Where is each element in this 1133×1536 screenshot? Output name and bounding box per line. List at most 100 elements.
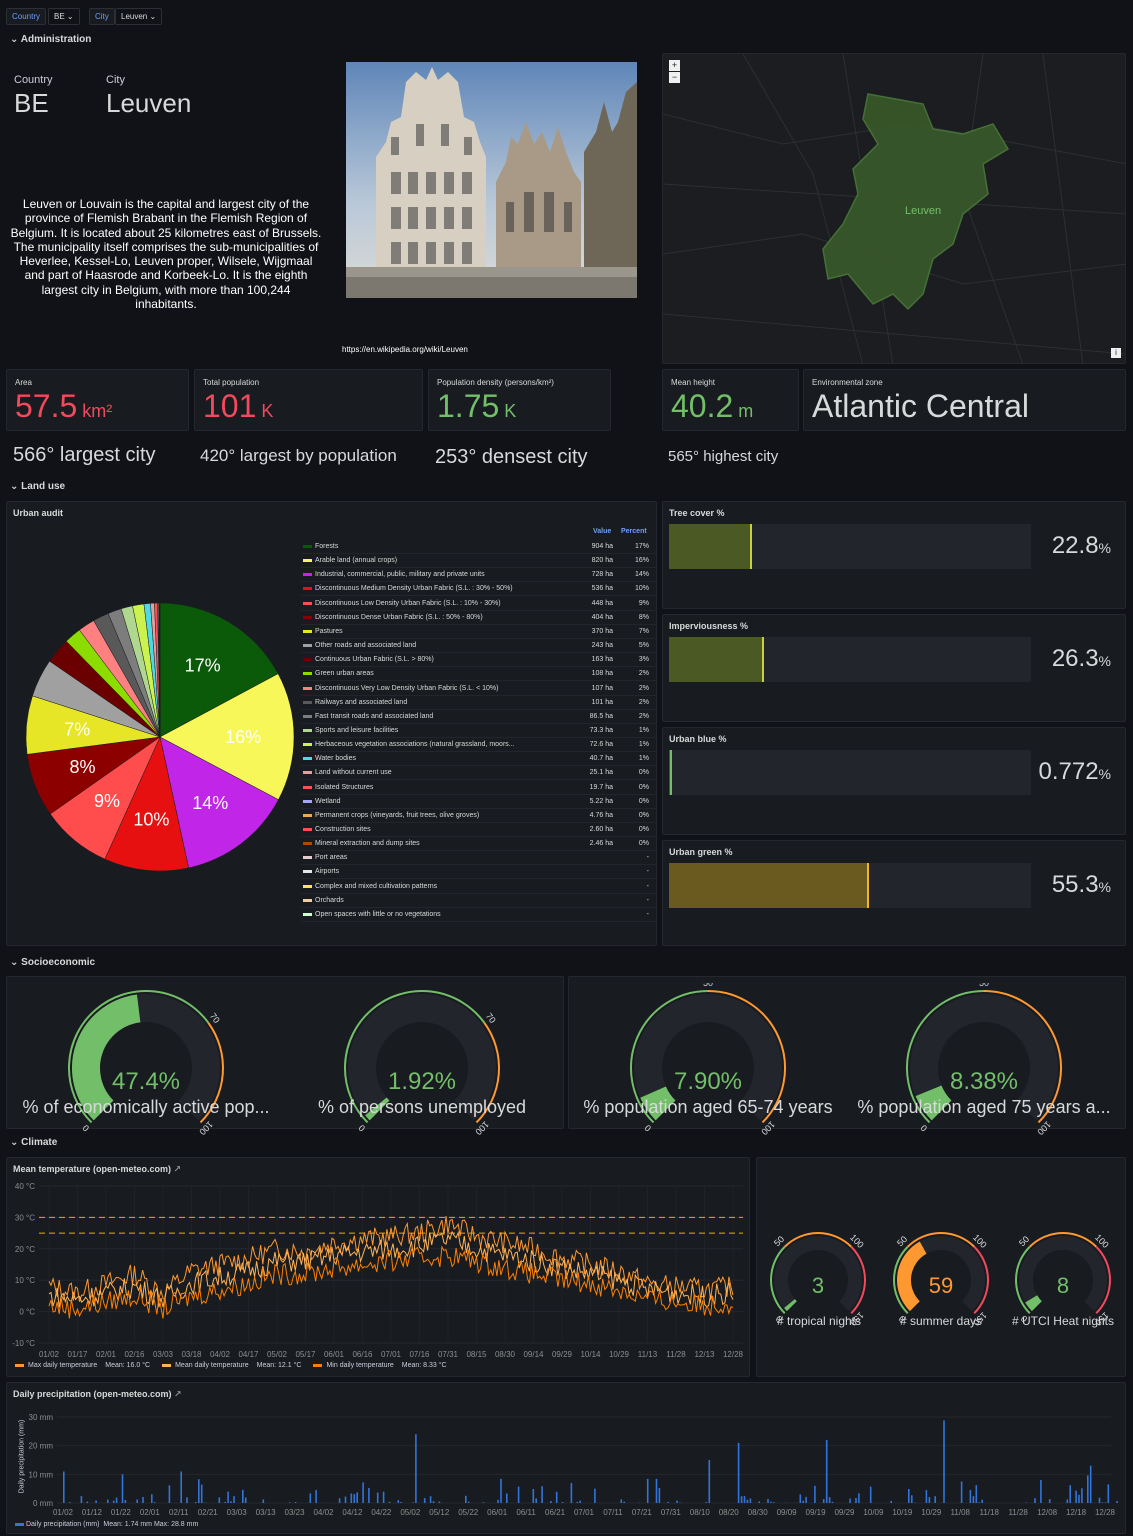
precipitation-bar[interactable] (858, 1493, 860, 1503)
precipitation-bar[interactable] (658, 1488, 661, 1503)
precipitation-bar[interactable] (63, 1471, 65, 1504)
pie-slice[interactable] (159, 602, 279, 738)
legend-row[interactable]: Permanent crops (vineyards, fruit trees,… (301, 809, 657, 823)
legend-row[interactable]: Airports - (301, 865, 657, 880)
legend-row[interactable]: Complex and mixed cultivation patterns - (301, 880, 657, 894)
precipitation-bar[interactable] (746, 1499, 749, 1503)
pie-slice[interactable] (159, 673, 295, 801)
precipitation-bar[interactable] (154, 1502, 156, 1503)
row-climate[interactable]: ⌄ Climate (10, 1137, 58, 1148)
precipitation-bar[interactable] (805, 1496, 807, 1503)
precipitation-bar[interactable] (579, 1500, 581, 1503)
temperature-legend-item[interactable]: Min daily temperature Mean: 8.33 °C (313, 1362, 447, 1369)
legend-row[interactable]: Continuous Urban Fabric (S.L. > 80%) 163 … (301, 653, 657, 668)
legend-row[interactable]: Discontinuous Very Low Density Urban Fab… (301, 682, 657, 696)
precipitation-bar[interactable] (799, 1494, 802, 1503)
precipitation-bar[interactable] (676, 1500, 678, 1503)
legend-row[interactable]: Construction sites 2.60 ha 0% (301, 823, 657, 837)
precipitation-bar[interactable] (233, 1496, 235, 1503)
precipitation-bar[interactable] (535, 1498, 537, 1503)
precipitation-bar[interactable] (415, 1434, 417, 1503)
precipitation-bar[interactable] (68, 1502, 71, 1503)
precipitation-bar[interactable] (825, 1439, 828, 1503)
precipitation-bar[interactable] (928, 1497, 931, 1503)
precipitation-bar[interactable] (230, 1501, 232, 1503)
precipitation-bar[interactable] (849, 1498, 851, 1503)
legend-row[interactable]: Forests 904 ha 17% (301, 540, 657, 554)
precipitation-bar[interactable] (86, 1501, 89, 1503)
precipitation-bar[interactable] (814, 1485, 816, 1503)
legend-value-header[interactable]: Value (593, 528, 612, 535)
precipitation-bar[interactable] (550, 1501, 552, 1503)
precipitation-bar[interactable] (124, 1500, 127, 1503)
legend-row[interactable]: Water bodies 40.7 ha 1% (301, 752, 657, 767)
precipitation-bar[interactable] (869, 1486, 872, 1503)
precipitation-bar[interactable] (908, 1489, 910, 1503)
temperature-legend-item[interactable]: Mean daily temperature Mean: 12.1 °C (162, 1362, 301, 1369)
precipitation-bar[interactable] (168, 1485, 171, 1503)
precipitation-bar[interactable] (740, 1496, 743, 1503)
precipitation-bar[interactable] (262, 1499, 265, 1504)
precipitation-bar[interactable] (1101, 1502, 1104, 1503)
precipitation-bar[interactable] (972, 1496, 975, 1503)
legend-row[interactable]: Green urban areas 108 ha 2% (301, 667, 657, 682)
precipitation-bar[interactable] (294, 1502, 297, 1503)
precipitation-bar[interactable] (242, 1489, 244, 1503)
precipitation-bar[interactable] (429, 1496, 432, 1503)
precipitation-bar[interactable] (350, 1493, 353, 1504)
precipitation-bar[interactable] (362, 1482, 364, 1503)
legend-row[interactable]: Discontinuous Low Density Urban Fabric (… (301, 597, 657, 611)
precipitation-bar[interactable] (432, 1501, 435, 1503)
precipitation-bar[interactable] (1089, 1465, 1092, 1503)
legend-row[interactable]: Sports and leisure facilities 73.3 ha 1% (301, 724, 657, 738)
precipitation-bar[interactable] (344, 1496, 347, 1503)
precipitation-bar[interactable] (1098, 1497, 1101, 1503)
precipitation-bar[interactable] (180, 1471, 182, 1504)
precipitation-bar[interactable] (770, 1501, 772, 1503)
precipitation-bar[interactable] (338, 1498, 341, 1503)
precipitation-bar[interactable] (218, 1497, 221, 1503)
precipitation-legend-name[interactable]: Daily precipitation (mm) (25, 1521, 100, 1528)
precipitation-bar[interactable] (960, 1481, 963, 1504)
precipitation-bar[interactable] (376, 1492, 379, 1503)
precipitation-bar[interactable] (532, 1489, 535, 1503)
precipitation-bar[interactable] (506, 1493, 508, 1504)
row-socioeconomic[interactable]: ⌄ Socioeconomic (10, 957, 96, 968)
precipitation-bar[interactable] (80, 1496, 83, 1503)
precipitation-bar[interactable] (309, 1493, 312, 1503)
temperature-legend-item[interactable]: Max daily temperature Mean: 16.0 °C (15, 1362, 150, 1369)
precipitation-bar[interactable] (705, 1502, 708, 1503)
precipitation-bar[interactable] (482, 1502, 485, 1503)
temperature-series-line[interactable] (48, 1216, 734, 1302)
precipitation-bar[interactable] (646, 1478, 649, 1503)
precipitation-bar[interactable] (315, 1489, 317, 1503)
precipitation-bar[interactable] (200, 1484, 203, 1503)
precipitation-bar[interactable] (423, 1498, 426, 1503)
precipitation-bar[interactable] (655, 1478, 658, 1503)
legend-row[interactable]: Land without current use 25.1 ha 0% (301, 766, 657, 781)
precipitation-bar[interactable] (667, 1501, 669, 1503)
precipitation-bar[interactable] (822, 1499, 825, 1503)
precipitation-bar[interactable] (1034, 1498, 1036, 1503)
precipitation-bar[interactable] (136, 1499, 138, 1504)
precipitation-bar[interactable] (1066, 1499, 1069, 1503)
external-link-icon[interactable]: ↗ (174, 1389, 182, 1399)
city-map[interactable]: Leuven + − i (662, 53, 1126, 364)
precipitation-bar[interactable] (115, 1497, 118, 1503)
precipitation-bar[interactable] (831, 1501, 834, 1503)
precipitation-bar[interactable] (620, 1499, 623, 1503)
precipitation-bar[interactable] (943, 1420, 945, 1503)
precipitation-bar[interactable] (978, 1502, 980, 1503)
precipitation-bar[interactable] (855, 1498, 857, 1503)
precipitation-bar[interactable] (1087, 1475, 1089, 1503)
precipitation-bar[interactable] (151, 1494, 153, 1503)
legend-row[interactable]: Herbaceous vegetation associations (natu… (301, 738, 657, 753)
precipitation-bar[interactable] (1069, 1485, 1071, 1503)
precipitation-bar[interactable] (368, 1487, 370, 1503)
precipitation-bar[interactable] (388, 1501, 391, 1503)
precipitation-bar[interactable] (1107, 1484, 1110, 1503)
precipitation-bar[interactable] (925, 1490, 928, 1503)
legend-percent-header[interactable]: Percent (621, 528, 647, 535)
precipitation-bar[interactable] (356, 1492, 358, 1503)
legend-row[interactable]: Industrial, commercial, public, military… (301, 568, 657, 583)
